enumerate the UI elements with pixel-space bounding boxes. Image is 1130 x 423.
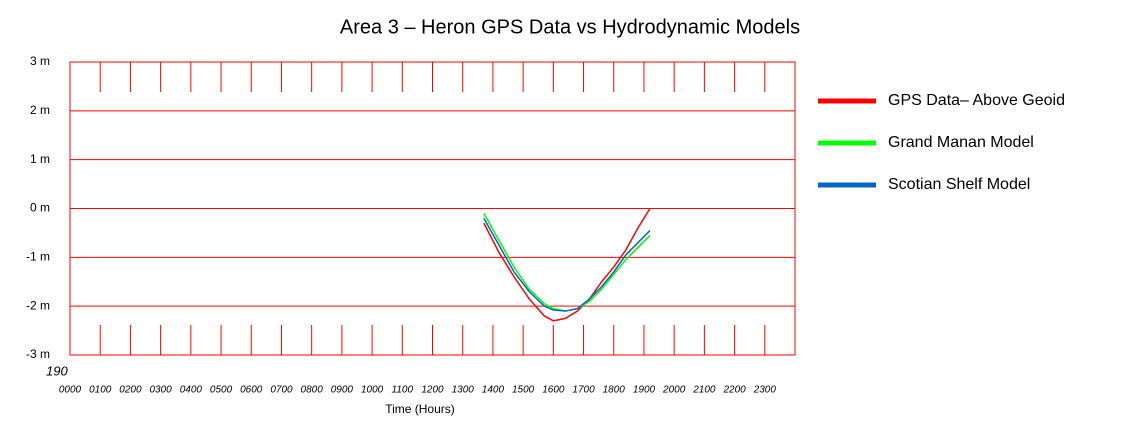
legend-label: Scotian Shelf Model (888, 176, 1030, 193)
x-tick-label: 1100 (392, 385, 414, 396)
x-tick-label: 0900 (331, 385, 354, 396)
legend-label: Grand Manan Model (888, 134, 1034, 151)
x-tick-label: 1800 (603, 385, 626, 396)
chart-title: Area 3 – Heron GPS Data vs Hydrodynamic … (340, 16, 800, 38)
x-tick-label: 1400 (482, 385, 505, 396)
x-tick-label: 0000 (59, 385, 82, 396)
x-tick-label: 1600 (542, 385, 565, 396)
x-tick-label: 2100 (692, 385, 716, 396)
x-tick-label: 0600 (240, 385, 263, 396)
x-tick-label: 0700 (270, 385, 293, 396)
x-tick-label: 2300 (753, 385, 777, 396)
x-tick-label: 1500 (512, 385, 535, 396)
annotation: 190 (46, 363, 68, 378)
y-tick-label: 3 m (30, 54, 50, 68)
x-tick-label: 2000 (662, 385, 686, 396)
series-line (483, 208, 651, 322)
x-axis-label: Time (Hours) (385, 402, 455, 416)
y-tick-label: -1 m (26, 250, 50, 264)
x-tick-label: 1200 (421, 385, 444, 396)
x-tick-label: 1000 (361, 385, 384, 396)
series-line (483, 217, 651, 312)
x-tick-label: 1300 (452, 385, 475, 396)
x-tick-label: 1700 (572, 385, 595, 396)
y-tick-label: 2 m (30, 103, 50, 117)
x-tick-label: 0100 (89, 385, 112, 396)
x-tick-label: 0200 (119, 385, 142, 396)
x-tick-label: 0400 (180, 385, 203, 396)
x-tick-label: 0500 (210, 385, 233, 396)
y-tick-label: -3 m (26, 347, 50, 361)
y-tick-label: 0 m (30, 201, 50, 215)
y-tick-label: 1 m (30, 152, 50, 166)
y-tick-label: -2 m (26, 298, 50, 312)
x-tick-label: 1900 (633, 385, 656, 396)
x-tick-label: 0300 (150, 385, 173, 396)
x-tick-label: 2200 (722, 385, 746, 396)
x-tick-label: 0800 (301, 385, 324, 396)
legend-label: GPS Data– Above Geoid (888, 92, 1065, 109)
